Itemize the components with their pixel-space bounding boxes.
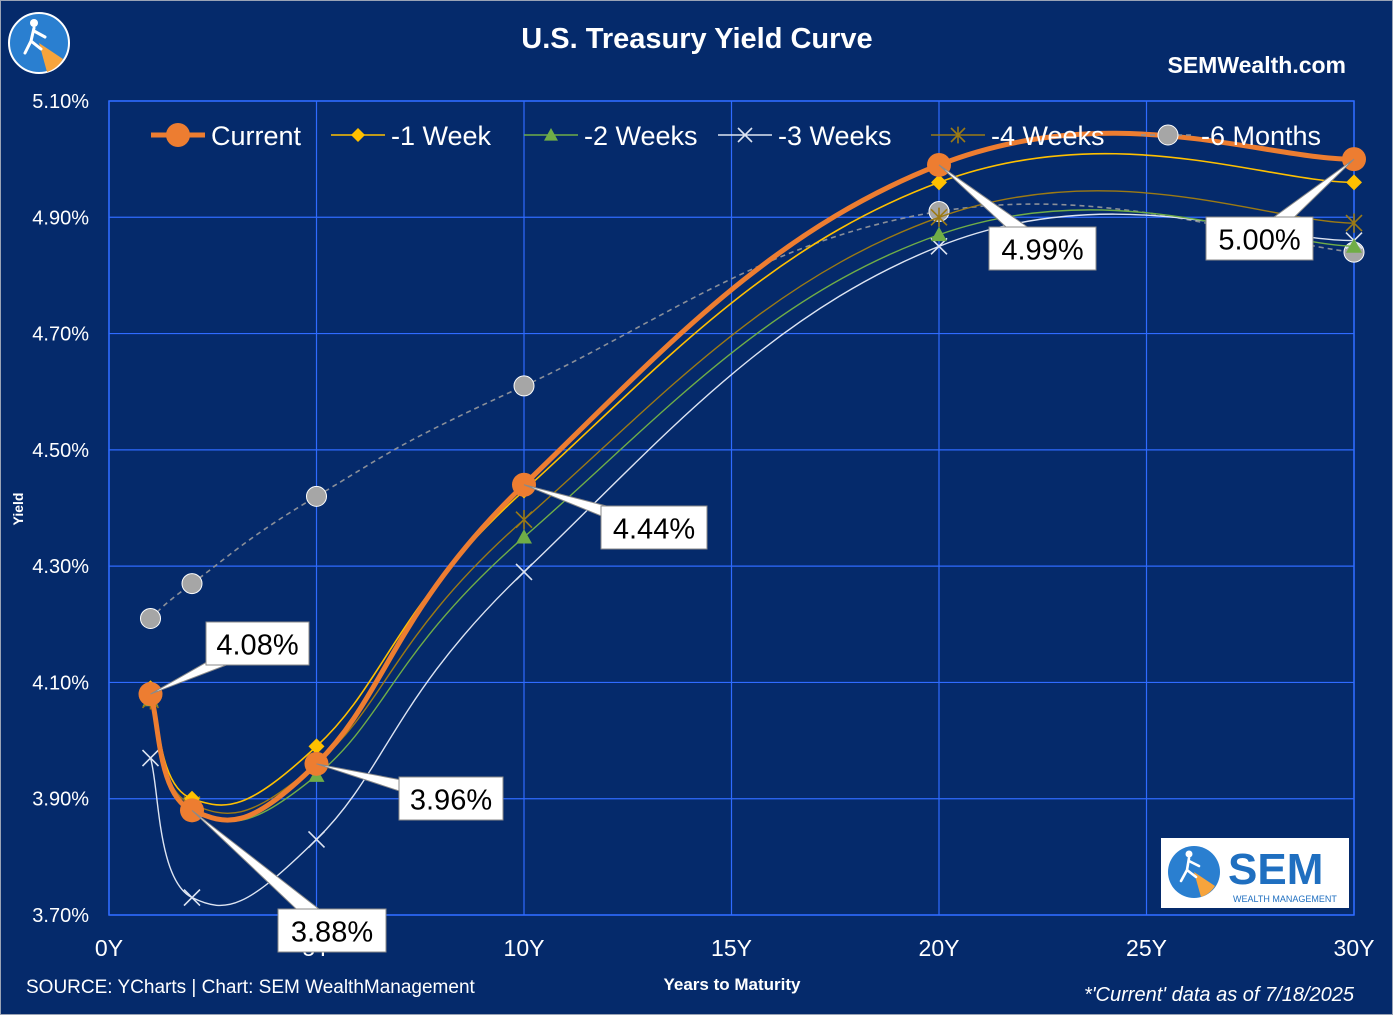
chart-title: U.S. Treasury Yield Curve <box>521 23 872 55</box>
sem-logo: SEM WEALTH MANAGEMENT <box>1161 838 1349 908</box>
legend-swatch-marker <box>950 126 966 144</box>
series-3-weeks <box>141 213 1363 907</box>
legend-swatch-marker <box>351 128 365 142</box>
footnote: *'Current' data as of 7/18/2025 <box>1084 984 1355 1006</box>
callout-box <box>988 226 1097 271</box>
website-label: SEMWealth.com <box>1168 52 1347 78</box>
y-tick-label: 3.90% <box>32 789 89 811</box>
x-tick-label: 0Y <box>95 935 123 961</box>
sem-logo-badge-icon <box>1168 846 1220 898</box>
data-point-6-months <box>513 375 535 397</box>
data-label: 4.44% <box>613 514 695 546</box>
x-tick-label: 15Y <box>711 935 752 961</box>
y-tick-label: 4.10% <box>32 672 89 694</box>
callout-box <box>398 776 504 821</box>
data-label-callout: 3.96% <box>316 763 504 821</box>
data-point-4-weeks <box>515 510 533 530</box>
data-point-4-weeks <box>1345 213 1363 233</box>
data-label-callout: 5.00% <box>1205 158 1355 261</box>
data-point-6-months <box>140 607 161 629</box>
callout-box <box>600 505 708 550</box>
legend-item-2-weeks: -2 Weeks <box>524 121 698 151</box>
series-layer <box>138 130 1366 907</box>
series-line-3-weeks <box>149 213 1355 907</box>
series-current <box>138 130 1366 823</box>
data-point-1-week <box>308 738 325 755</box>
callout-box <box>205 621 310 666</box>
data-point-2-weeks <box>1346 238 1362 253</box>
data-label: 4.99% <box>1001 235 1083 267</box>
data-label-callout: 4.08% <box>150 621 310 695</box>
data-point-3-weeks <box>515 563 533 581</box>
data-label-callout: 4.99% <box>938 164 1097 271</box>
series-line-1-week <box>149 152 1355 806</box>
legend-label: -2 Weeks <box>584 121 698 151</box>
series-line-4-weeks <box>149 190 1355 815</box>
x-axis-title: Years to Maturity <box>664 975 802 994</box>
y-tick-label: 4.70% <box>32 324 89 346</box>
y-axis-title: Yield <box>10 493 26 526</box>
legend-label: -6 Months <box>1201 121 1321 151</box>
legend: Current -1 Week -2 Weeks -3 Weeks -4 Weeks -6… <box>151 121 1321 151</box>
data-label: 4.08% <box>216 630 298 662</box>
callout-box <box>277 908 387 953</box>
series-line-6-months <box>149 203 1355 620</box>
legend-label: -4 Weeks <box>991 121 1105 151</box>
legend-item-3-weeks: -3 Weeks <box>718 121 892 151</box>
data-point-3-weeks <box>141 749 160 767</box>
series-1-week <box>142 152 1362 807</box>
legend-swatch-marker <box>1157 124 1179 146</box>
y-tick-label: 4.90% <box>32 207 89 229</box>
data-point-1-week <box>1346 174 1362 191</box>
data-point-1-week <box>931 174 947 191</box>
sem-logo-subtext: WEALTH MANAGEMENT <box>1233 894 1337 904</box>
x-tick-label: 25Y <box>1126 935 1167 961</box>
legend-label: Current <box>211 121 302 151</box>
legend-label: -3 Weeks <box>778 121 892 151</box>
series-6-months <box>140 200 1365 629</box>
y-tick-label: 4.50% <box>32 440 89 462</box>
source-note: SOURCE: YCharts | Chart: SEM WealthManag… <box>26 977 476 998</box>
data-label: 5.00% <box>1218 225 1300 257</box>
series-2-weeks <box>142 209 1362 823</box>
x-tick-label: 30Y <box>1334 935 1375 961</box>
series-line-2-weeks <box>149 209 1355 823</box>
legend-item-1-week: -1 Week <box>331 121 492 151</box>
data-label: 3.96% <box>410 785 492 817</box>
grid-layer <box>108 100 1355 916</box>
callout-layer: 4.08% 3.88% 3.96% 4.44% 4.99% 5.00% <box>150 158 1355 953</box>
data-point-6-months <box>306 485 327 507</box>
series-4-weeks <box>141 190 1363 815</box>
series-line-current <box>148 130 1355 823</box>
data-label-callout: 4.44% <box>523 484 708 550</box>
logo-badge-icon <box>8 12 70 74</box>
legend-item-4-weeks: -4 Weeks <box>931 121 1105 151</box>
data-point-3-weeks <box>307 830 326 848</box>
data-label: 3.88% <box>291 917 373 949</box>
legend-label: -1 Week <box>391 121 492 151</box>
callout-box <box>1205 216 1314 261</box>
x-tick-label: 20Y <box>919 935 960 961</box>
legend-item-6-months: -6 Months <box>1141 121 1321 151</box>
data-label-callout: 3.88% <box>191 809 387 953</box>
data-point-6-months <box>181 573 203 595</box>
x-tick-label: 10Y <box>504 935 545 961</box>
legend-swatch-marker <box>737 127 753 143</box>
y-tick-label: 5.10% <box>32 91 89 113</box>
legend-item-current: Current <box>151 121 302 151</box>
data-point-4-weeks <box>930 207 948 227</box>
sem-logo-text: SEM <box>1228 845 1323 894</box>
y-tick-label: 3.70% <box>32 905 89 927</box>
y-tick-label: 4.30% <box>32 556 89 578</box>
legend-swatch-marker <box>166 123 190 147</box>
data-point-2-weeks <box>516 529 532 544</box>
data-point-2-weeks <box>931 226 947 242</box>
legend-swatch-marker <box>544 128 558 141</box>
data-point-3-weeks <box>183 888 201 907</box>
